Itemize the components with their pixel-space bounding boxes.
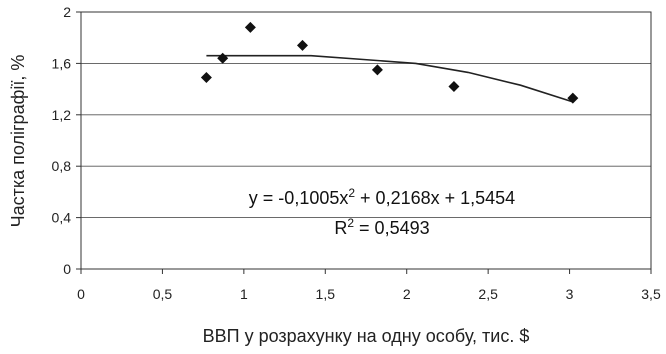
plot-area-frame <box>80 11 652 270</box>
y-tick-label: 0 <box>63 261 71 277</box>
trendline <box>206 54 574 103</box>
x-axis-ticks: 0 0,5 1 1,5 2 2,5 3 3,5 <box>77 269 661 302</box>
x-tick-label: 1 <box>240 286 248 302</box>
y-tick-label: 0,8 <box>52 158 72 174</box>
y-tick-label: 0,4 <box>52 210 72 226</box>
x-tick-label: 3 <box>566 286 574 302</box>
data-point <box>244 21 256 33</box>
data-point <box>567 92 579 104</box>
data-point <box>217 52 229 64</box>
y-tick-label: 1,6 <box>52 55 72 71</box>
y-tick-label: 1,2 <box>52 107 72 123</box>
x-tick-label: 0,5 <box>153 286 173 302</box>
equation-line-1: y = -0,1005x2 + 0,2168x + 1,5454 <box>249 186 515 208</box>
x-tick-label: 2,5 <box>478 286 498 302</box>
x-axis-title: ВВП у розрахунку на одну особу, тис. $ <box>203 326 530 346</box>
y-tick-label: 2 <box>63 4 71 20</box>
y-axis-title: Частка поліграфії, % <box>8 55 28 228</box>
x-tick-label: 2 <box>403 286 411 302</box>
data-point <box>200 72 212 84</box>
y-axis-ticks: 0 0,4 0,8 1,2 1,6 2 <box>52 4 81 277</box>
x-tick-label: 1,5 <box>316 286 336 302</box>
x-tick-label: 0 <box>77 286 85 302</box>
data-point <box>371 64 383 76</box>
x-tick-label: 3,5 <box>641 286 661 302</box>
equation-line-2: R2 = 0,5493 <box>334 216 429 238</box>
data-point <box>296 39 308 51</box>
data-point <box>448 81 460 93</box>
data-points <box>200 21 579 104</box>
